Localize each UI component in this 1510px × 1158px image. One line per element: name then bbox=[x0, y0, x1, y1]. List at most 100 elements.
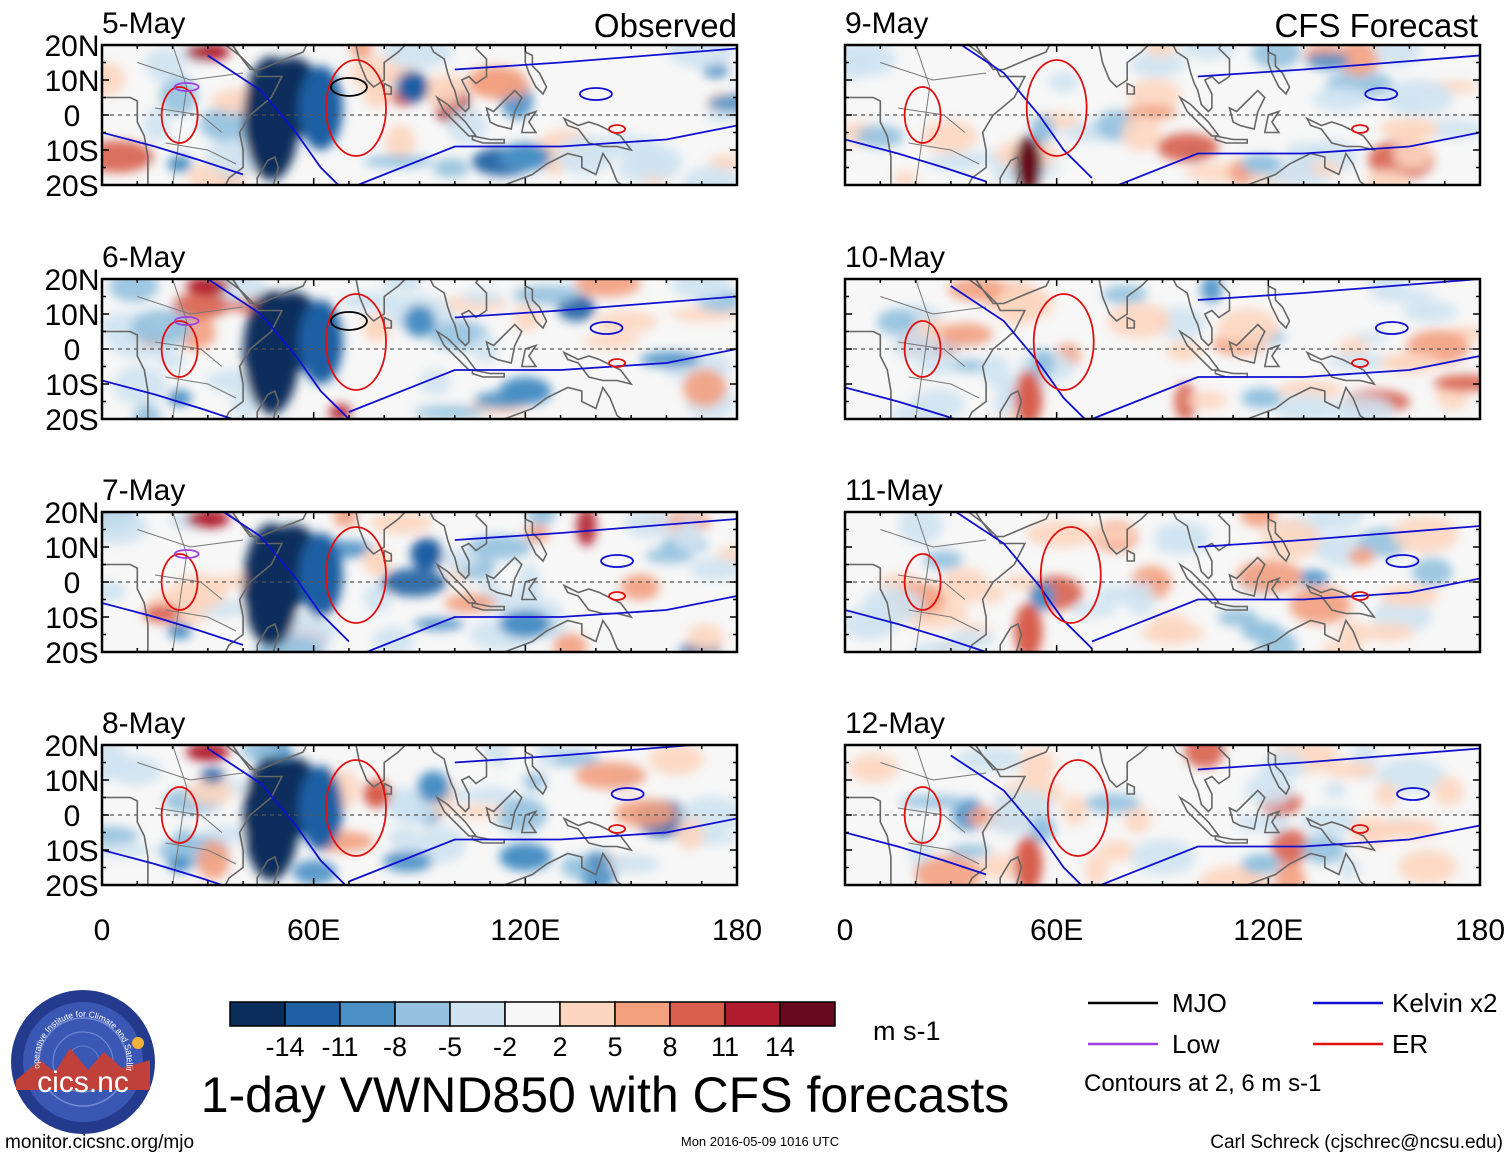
colorbar-swatch bbox=[724, 1001, 781, 1027]
mjo-contour bbox=[330, 77, 368, 97]
colorbar-swatch bbox=[284, 1001, 341, 1027]
colorbar-swatch bbox=[339, 1001, 396, 1027]
colorbar-tick-label: -5 bbox=[438, 1032, 462, 1062]
panel-9-May: 9-May bbox=[843, 7, 1482, 187]
mjo-contour bbox=[330, 311, 368, 331]
er-contours bbox=[903, 59, 1369, 157]
kelvin-contours bbox=[102, 745, 737, 885]
anomaly-field bbox=[845, 279, 1480, 419]
panel-date-label: 7-May bbox=[102, 474, 185, 507]
colorbar-swatch bbox=[394, 1001, 451, 1027]
er-contours bbox=[160, 526, 626, 624]
kelvin-contours bbox=[845, 279, 1480, 419]
y-tick-label: 10S bbox=[45, 369, 98, 402]
panel-date-label: 11-May bbox=[845, 474, 943, 507]
colorbar-tick-label: -8 bbox=[383, 1032, 407, 1062]
observed-label: Observed bbox=[594, 7, 737, 44]
y-tick-label: 10S bbox=[45, 135, 98, 168]
legend: MJO Kelvin x2 Low ER Contours at 2, 6 m … bbox=[1084, 988, 1498, 1097]
y-tick-label: 20N bbox=[44, 730, 99, 763]
panel-11-May: 11-May bbox=[843, 474, 1482, 654]
anomaly-field bbox=[845, 745, 1480, 885]
colorbar-tick-label: -11 bbox=[321, 1032, 358, 1062]
y-tick-label: 10S bbox=[45, 835, 98, 868]
colorbar-swatch bbox=[614, 1001, 671, 1027]
colorbar-swatch bbox=[669, 1001, 726, 1027]
er-contours bbox=[903, 759, 1369, 857]
er-contours bbox=[160, 293, 626, 391]
legend-label-mjo: MJO bbox=[1172, 988, 1227, 1018]
y-tick-label: 10N bbox=[44, 65, 99, 98]
er-contours bbox=[160, 59, 626, 157]
panel-date-label: 5-May bbox=[102, 7, 185, 40]
colorbar-tick-label: 14 bbox=[765, 1032, 795, 1062]
coastlines bbox=[102, 45, 634, 185]
colorbar-tick-label: 2 bbox=[552, 1032, 567, 1062]
y-tick-label: 0 bbox=[64, 334, 81, 367]
low-contour bbox=[173, 82, 200, 92]
y-tick-label: 20S bbox=[45, 870, 98, 903]
panel-10-May: 10-May bbox=[843, 241, 1482, 421]
x-tick-label: 60E bbox=[1030, 914, 1083, 947]
logo-text: cics.nc bbox=[37, 1066, 129, 1099]
anomaly-field bbox=[845, 45, 1480, 185]
contour-note: Contours at 2, 6 m s-1 bbox=[1084, 1070, 1321, 1097]
forecast-label: CFS Forecast bbox=[1274, 7, 1478, 44]
coastlines bbox=[845, 745, 1377, 885]
coastlines bbox=[845, 45, 1377, 185]
kelvin-contours bbox=[845, 512, 1480, 652]
y-tick-label: 20S bbox=[45, 404, 98, 437]
y-tick-label: 0 bbox=[64, 800, 81, 833]
footer-author: Carl Schreck (cjschrec@ncsu.edu) bbox=[1210, 1132, 1503, 1153]
colorbar-tick-label: 5 bbox=[607, 1032, 622, 1062]
kelvin-contours bbox=[845, 45, 1480, 185]
x-tick-label: 60E bbox=[287, 914, 340, 947]
colorbar-tick-label: -2 bbox=[493, 1032, 517, 1062]
colorbar-tick-label: 8 bbox=[662, 1032, 677, 1062]
x-tick-label: 120E bbox=[1233, 914, 1303, 947]
y-tick-label: 0 bbox=[64, 100, 81, 133]
y-tick-label: 0 bbox=[64, 567, 81, 600]
y-tick-label: 10N bbox=[44, 532, 99, 565]
legend-label-er: ER bbox=[1392, 1029, 1428, 1059]
y-tick-label: 20S bbox=[45, 170, 98, 203]
anomaly-field bbox=[102, 45, 737, 185]
er-contours bbox=[160, 759, 626, 857]
panel-date-label: 8-May bbox=[102, 707, 185, 740]
legend-label-low: Low bbox=[1172, 1029, 1220, 1059]
y-tick-label: 10S bbox=[45, 602, 98, 635]
x-tick-label: 180 bbox=[1455, 914, 1505, 947]
chart-title: 1-day VWND850 with CFS forecasts bbox=[201, 1067, 1010, 1123]
colorbar-swatch bbox=[229, 1001, 286, 1027]
kelvin-contours bbox=[102, 279, 737, 419]
anomaly-field bbox=[102, 745, 737, 885]
colorbar-units: m s-1 bbox=[873, 1016, 941, 1046]
kelvin-contours bbox=[102, 47, 737, 185]
coastlines bbox=[102, 279, 634, 419]
y-tick-label: 20S bbox=[45, 637, 98, 670]
er-contours bbox=[903, 526, 1369, 624]
x-tick-label: 0 bbox=[94, 914, 111, 947]
panel-date-label: 6-May bbox=[102, 241, 185, 274]
y-tick-label: 20N bbox=[44, 264, 99, 297]
x-tick-label: 180 bbox=[712, 914, 762, 947]
panels-group: 5-May20N10N010S20S6-May20N10N010S20S7-Ma… bbox=[44, 7, 1505, 947]
colorbar: -14 -11 -8 -5 -2 2 5 8 11 14 bbox=[229, 1001, 836, 1062]
colorbar-swatch bbox=[779, 1001, 836, 1027]
panel-date-label: 12-May bbox=[845, 707, 945, 740]
anomaly-field bbox=[102, 279, 737, 419]
colorbar-tick-label: 11 bbox=[711, 1032, 739, 1062]
legend-label-kelvin: Kelvin x2 bbox=[1392, 988, 1498, 1018]
footer-url: monitor.cicsnc.org/mjo bbox=[5, 1132, 194, 1153]
footer-timestamp: Mon 2016-05-09 1016 UTC bbox=[681, 1134, 839, 1149]
kelvin-contours bbox=[845, 747, 1480, 885]
y-tick-label: 20N bbox=[44, 497, 99, 530]
y-tick-label: 10N bbox=[44, 765, 99, 798]
panel-12-May: 12-May 0 60E 120E 180 bbox=[837, 707, 1505, 947]
kelvin-contours bbox=[102, 512, 737, 652]
y-tick-label: 20N bbox=[44, 30, 99, 63]
